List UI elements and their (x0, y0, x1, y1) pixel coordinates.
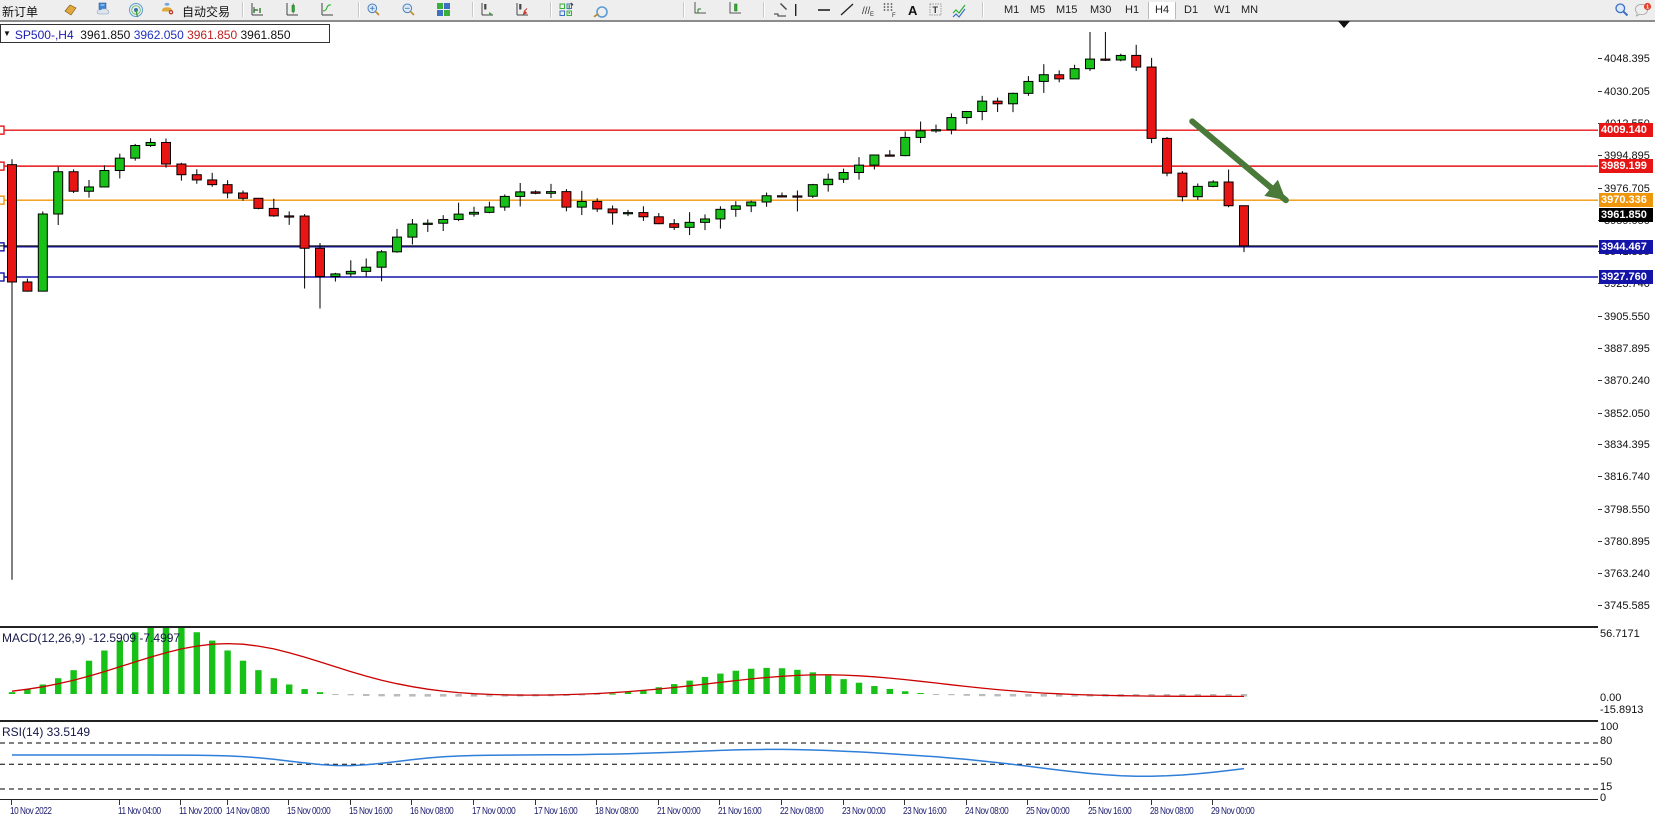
svg-text:F: F (892, 13, 896, 18)
svg-text:E: E (870, 12, 874, 18)
svg-text:1: 1 (1646, 4, 1649, 10)
svg-text:T: T (933, 5, 939, 15)
